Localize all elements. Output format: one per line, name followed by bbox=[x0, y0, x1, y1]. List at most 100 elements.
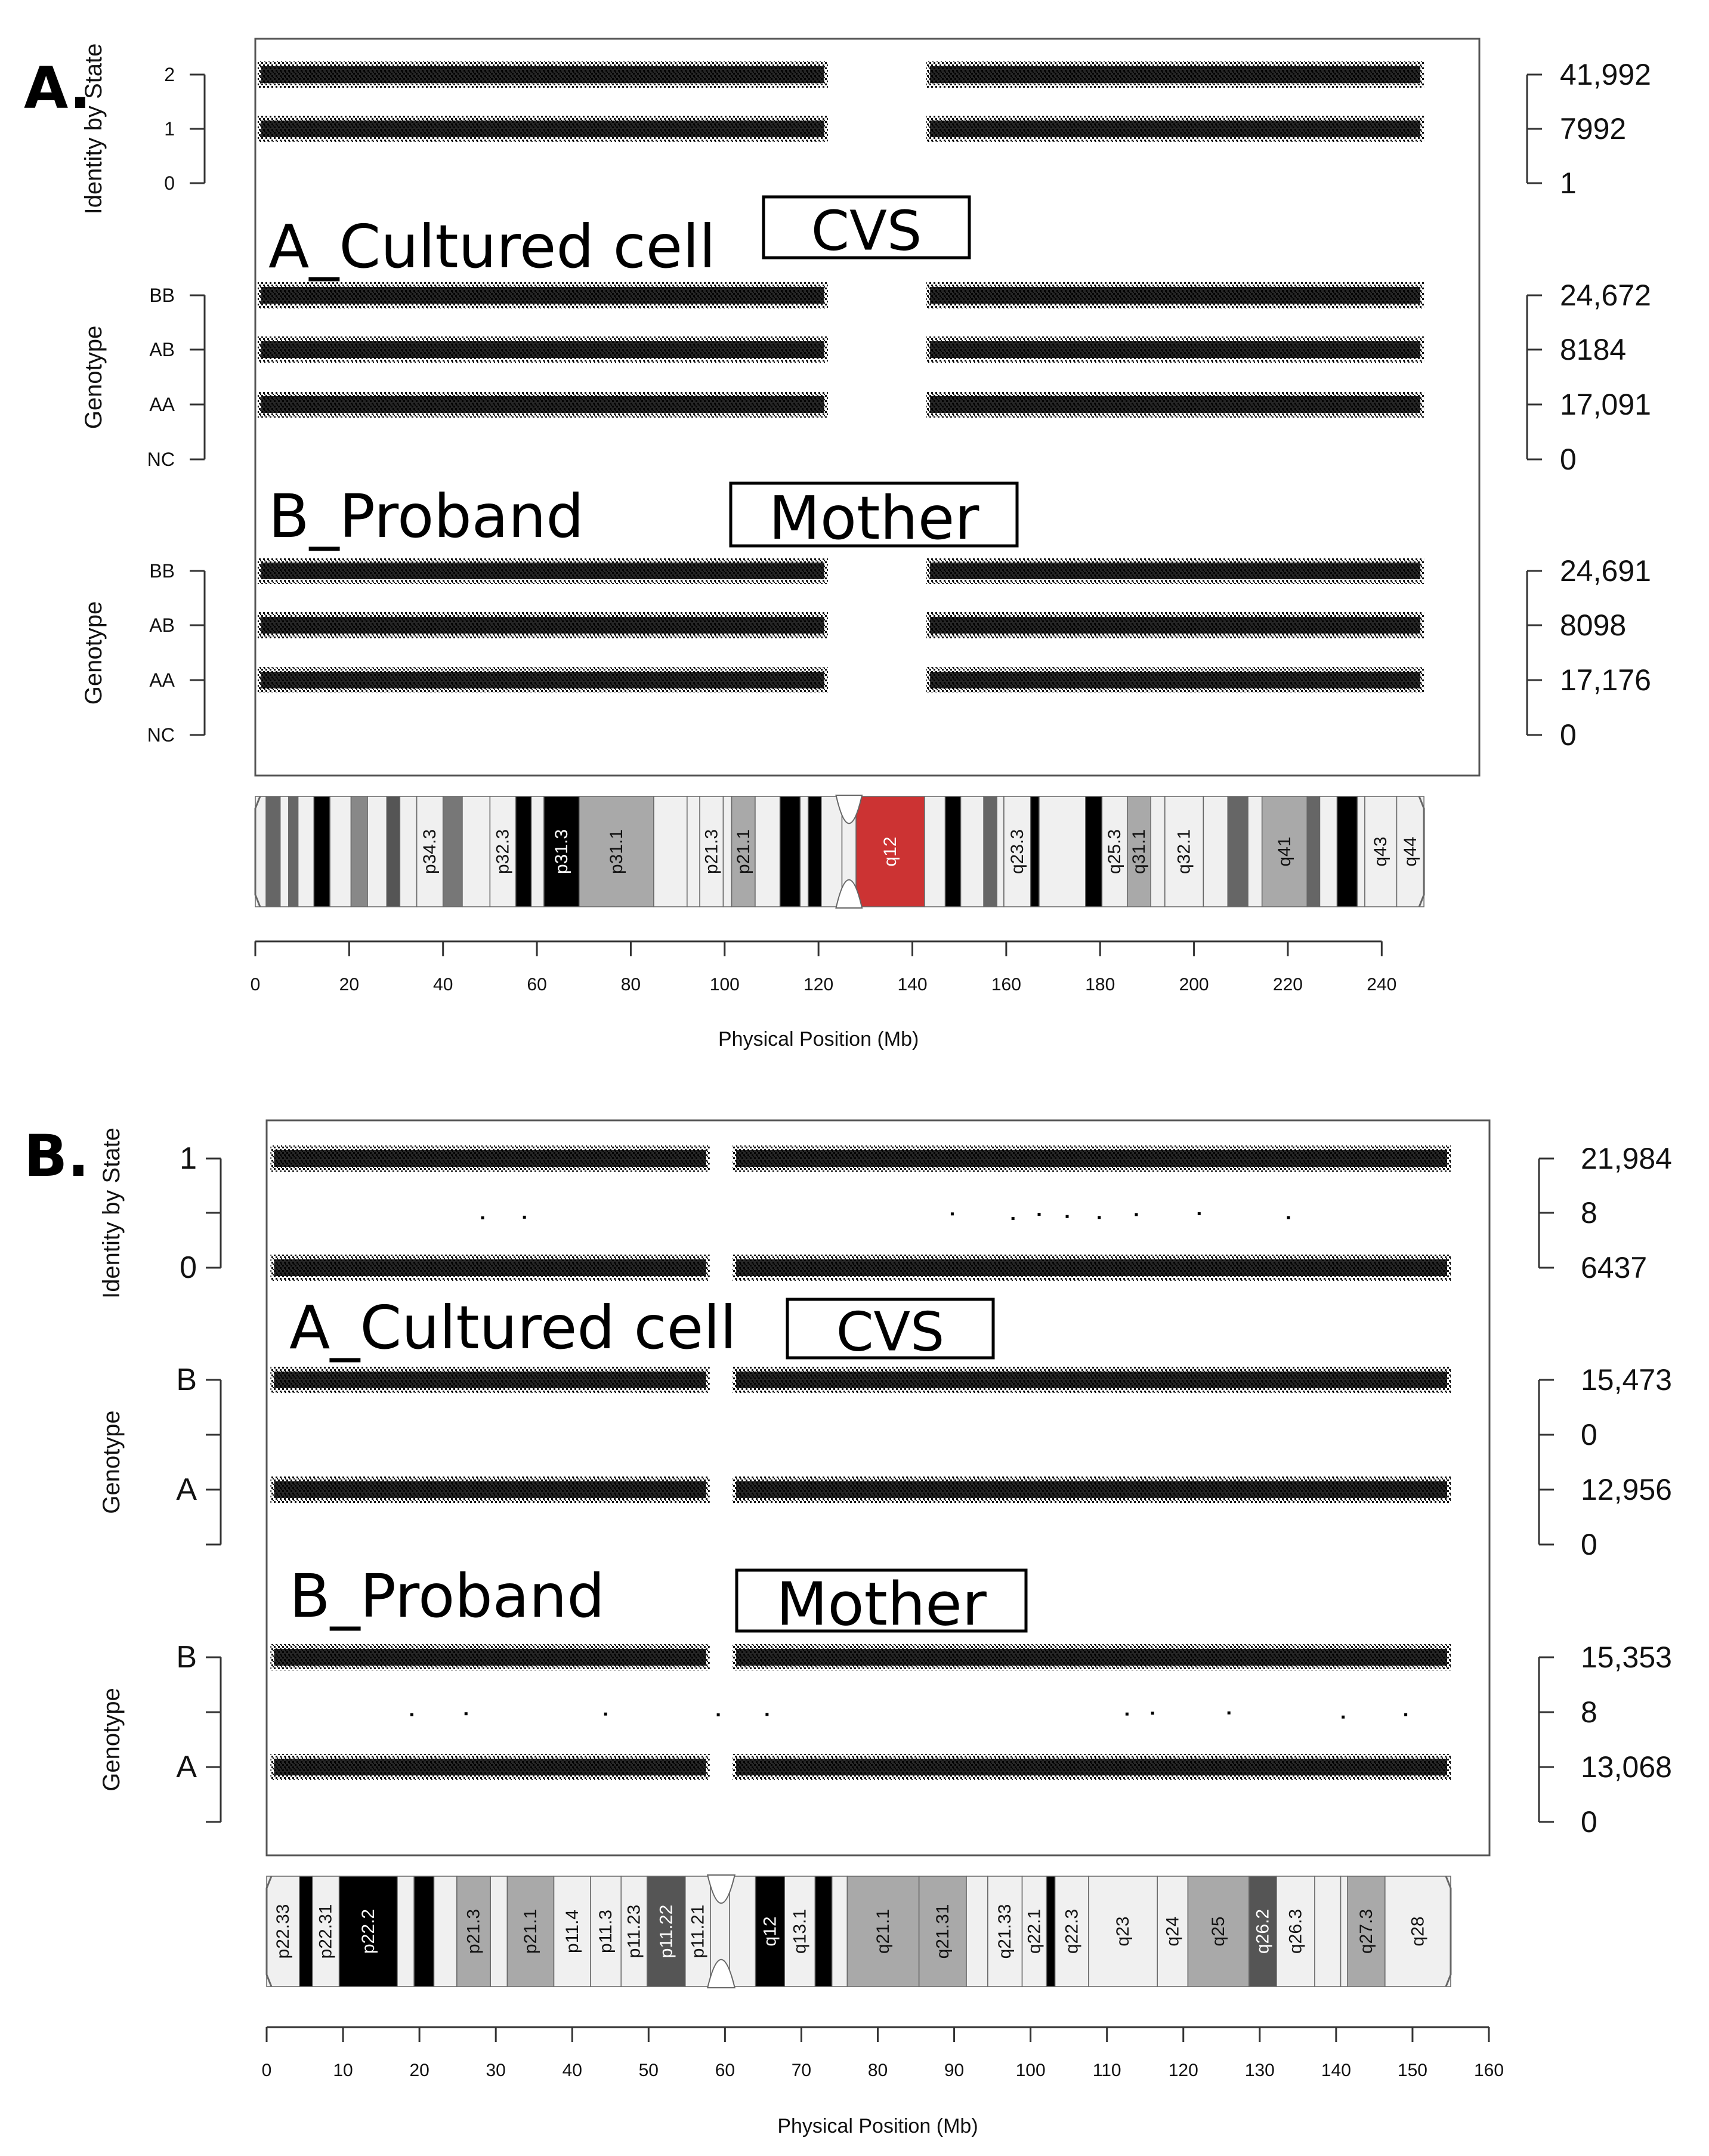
cytoband-label: p22.2 bbox=[359, 1909, 378, 1954]
chromosome-ideogram: p22.33 p22.31 p22.2 p21.3 p21.1 p11.4 p11.3 p11… bbox=[265, 1874, 1452, 1988]
cytoband-label: q25 bbox=[1209, 1916, 1228, 1946]
x-tick-label: 100 bbox=[1016, 2061, 1046, 2080]
x-tick-label: 40 bbox=[433, 975, 453, 994]
snp-point bbox=[1065, 1215, 1069, 1218]
count-label: 0 bbox=[1581, 1418, 1597, 1451]
cytoband-label: q25.3 bbox=[1105, 829, 1124, 874]
cytoband bbox=[1356, 796, 1365, 907]
cytoband-label: q28 bbox=[1408, 1916, 1427, 1946]
cytoband bbox=[687, 796, 700, 907]
x-tick-label: 90 bbox=[944, 2061, 964, 2080]
cytoband-label: p11.23 bbox=[624, 1905, 644, 1959]
cytoband bbox=[489, 796, 517, 907]
count-label: 17,091 bbox=[1560, 388, 1651, 421]
snp-band-core bbox=[930, 66, 1421, 83]
cytoband bbox=[553, 1876, 591, 1987]
snp-point bbox=[1037, 1213, 1041, 1216]
x-tick-label: 220 bbox=[1273, 975, 1303, 994]
y-tick-label: AB bbox=[149, 614, 175, 636]
count-label: 21,984 bbox=[1581, 1142, 1672, 1175]
cytoband-label: q21.31 bbox=[933, 1904, 953, 1959]
cytoband bbox=[1319, 796, 1338, 907]
y-axis-label: Genotype bbox=[98, 1410, 125, 1513]
panel-letter: A. bbox=[24, 55, 91, 122]
telomere-caps bbox=[254, 796, 1425, 907]
y-tick-label: 2 bbox=[164, 64, 175, 85]
centromere bbox=[706, 1874, 736, 1988]
cytoband-label: p21.1 bbox=[734, 829, 753, 874]
y-tick-label: NC bbox=[147, 724, 175, 746]
snp-band-core bbox=[930, 563, 1421, 579]
x-tick-label: 150 bbox=[1398, 2061, 1427, 2080]
snp-band-core bbox=[930, 341, 1421, 358]
panel-a: A.Identity by State 2 41,992 1 7992 0 1 Genotyp… bbox=[24, 38, 1651, 1051]
cytoband bbox=[647, 1876, 686, 1987]
snp-point bbox=[1098, 1216, 1101, 1219]
x-tick-label: 140 bbox=[897, 975, 927, 994]
cytoband-label: p21.3 bbox=[464, 1909, 484, 1954]
count-label: 8 bbox=[1581, 1695, 1597, 1729]
telomere-caps bbox=[265, 1876, 1452, 1987]
cytoband bbox=[1347, 1876, 1386, 1987]
count-label: 0 bbox=[1581, 1805, 1597, 1839]
count-label: 1 bbox=[1560, 166, 1577, 200]
y-axis-label: Identity by State bbox=[98, 1128, 125, 1299]
panel-letter: B. bbox=[24, 1123, 89, 1190]
cytoband-label: q43 bbox=[1371, 836, 1390, 866]
cytoband bbox=[846, 1876, 920, 1987]
cytoband bbox=[620, 1876, 648, 1987]
cytoband bbox=[255, 796, 267, 907]
count-label: 24,672 bbox=[1560, 279, 1651, 312]
cytoband bbox=[1088, 1876, 1158, 1987]
cytoband-label: q21.33 bbox=[995, 1904, 1015, 1959]
snp-band-core bbox=[274, 1259, 706, 1276]
cytoband bbox=[1340, 1876, 1348, 1987]
cytoband-label: q44 bbox=[1401, 836, 1420, 866]
track-3: Genotype BB 24,691 AB 8098 AA 17,176 NC 0 bbox=[81, 554, 1651, 752]
cytoband bbox=[1306, 796, 1321, 907]
cytoband-label: p22.33 bbox=[273, 1904, 293, 1959]
cytoband-label: q26.3 bbox=[1286, 1909, 1306, 1954]
snp-band-core bbox=[736, 1649, 1447, 1666]
cytoband-label: q22.3 bbox=[1062, 1909, 1081, 1954]
count-label: 12,956 bbox=[1581, 1473, 1672, 1506]
cytoband bbox=[1039, 796, 1086, 907]
x-tick-label: 160 bbox=[1474, 2061, 1504, 2080]
count-label: 15,473 bbox=[1581, 1363, 1672, 1397]
snp-band-core bbox=[261, 66, 824, 83]
cytoband bbox=[831, 1876, 848, 1987]
cytoband bbox=[442, 796, 463, 907]
x-tick-label: 200 bbox=[1179, 975, 1209, 994]
x-tick-label: 0 bbox=[262, 2061, 272, 2080]
cytoband bbox=[821, 796, 843, 907]
cytoband bbox=[515, 796, 532, 907]
count-label: 41,992 bbox=[1560, 58, 1651, 91]
count-label: 8184 bbox=[1560, 333, 1626, 366]
snp-band-core bbox=[736, 1372, 1447, 1388]
cytoband bbox=[288, 796, 299, 907]
cytoband bbox=[1203, 796, 1228, 907]
x-tick-label: 60 bbox=[715, 2061, 735, 2080]
snp-point bbox=[1197, 1212, 1201, 1215]
tissue-label: Mother bbox=[769, 483, 980, 553]
snp-point bbox=[1125, 1712, 1129, 1716]
x-axis: 0 20 40 60 80 100 120 140 160 180 200 220 240 Physica… bbox=[251, 940, 1396, 1051]
x-tick-label: 140 bbox=[1321, 2061, 1351, 2080]
snp-band-core bbox=[736, 1259, 1447, 1276]
cytoband-label: q32.1 bbox=[1175, 829, 1194, 874]
cytoband-label: p22.31 bbox=[316, 1904, 336, 1959]
cytoband-label: p11.21 bbox=[688, 1905, 707, 1959]
track-3: Genotype B 15,353 8 A 13,068 0 bbox=[98, 1640, 1672, 1839]
track-1: Identity by State 2 41,992 1 7992 0 1 bbox=[81, 44, 1651, 215]
x-tick-label: 110 bbox=[1093, 2061, 1121, 2080]
snp-band-core bbox=[261, 563, 824, 579]
snp-point bbox=[604, 1712, 607, 1716]
cytoband bbox=[685, 1876, 711, 1987]
count-label: 6437 bbox=[1581, 1251, 1647, 1284]
snp-point bbox=[1011, 1216, 1015, 1220]
x-tick-label: 0 bbox=[251, 975, 261, 994]
cytoband bbox=[338, 1876, 398, 1987]
cytoband bbox=[1046, 1876, 1056, 1987]
snp-point bbox=[523, 1215, 526, 1219]
